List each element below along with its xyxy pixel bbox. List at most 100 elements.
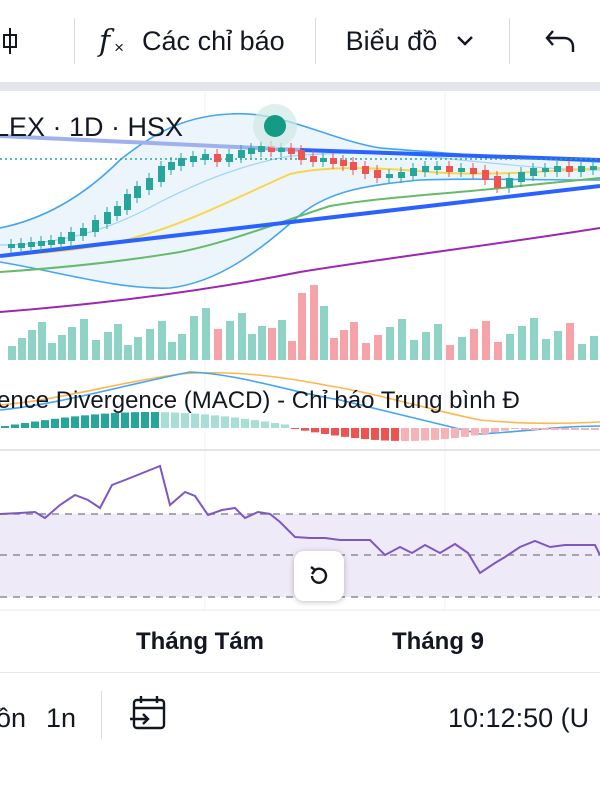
- macd-signal-line: [0, 371, 600, 425]
- volume-bar: [446, 345, 454, 360]
- price-chart[interactable]: LEX · 1D · HSX ence Divergence (MACD) - …: [0, 91, 600, 661]
- candlesticks: [8, 141, 597, 253]
- macd-histogram-bar: [421, 428, 429, 441]
- macd-histogram-bar: [221, 416, 229, 428]
- candle: [288, 148, 295, 154]
- x-axis-label-august: Tháng Tám: [136, 628, 265, 655]
- macd-histogram-bar: [541, 428, 549, 430]
- macd-histogram-bar: [11, 424, 19, 428]
- volume-bar: [124, 345, 132, 360]
- candle: [214, 154, 221, 162]
- macd-histogram-bar: [581, 428, 589, 430]
- macd-histogram-bar: [551, 428, 559, 430]
- candles-icon[interactable]: [0, 0, 24, 82]
- candle: [530, 168, 537, 176]
- macd-histogram-bar: [251, 420, 259, 428]
- volume-bar: [482, 321, 490, 360]
- range-button-partial[interactable]: ồn: [0, 702, 27, 733]
- volume-bar: [542, 339, 550, 360]
- candle: [28, 242, 35, 247]
- volume-bar: [80, 319, 88, 360]
- candle: [330, 158, 337, 164]
- reset-icon: [310, 566, 328, 584]
- candle: [202, 154, 209, 160]
- x-axis-label-september: Tháng 9: [392, 628, 485, 655]
- candle: [458, 168, 465, 172]
- toolbar-separator-band: [0, 82, 600, 91]
- macd-histogram-bar: [231, 417, 239, 428]
- volume-bar: [398, 319, 406, 360]
- candle: [398, 172, 405, 178]
- ma-green: [0, 177, 600, 273]
- candle: [310, 156, 317, 162]
- macd-histogram-bar: [281, 424, 289, 428]
- macd-histogram-bar: [381, 428, 389, 441]
- range-button-1y[interactable]: 1n: [46, 702, 77, 733]
- candle: [566, 166, 573, 172]
- toolbar-divider: [74, 18, 75, 64]
- candle: [362, 166, 369, 174]
- candle: [386, 174, 393, 178]
- macd-histogram-bar: [561, 428, 569, 430]
- volume-bar: [288, 341, 296, 360]
- volume-bar: [590, 336, 598, 360]
- trendline-upper-faded: [0, 134, 301, 152]
- candle: [278, 148, 285, 152]
- volume-bar: [422, 332, 430, 360]
- bollinger-middle: [0, 152, 600, 246]
- volume-bar: [506, 334, 514, 360]
- candle: [374, 170, 381, 178]
- candle: [80, 228, 87, 236]
- macd-histogram-bar: [521, 428, 529, 430]
- undo-icon: [545, 30, 575, 52]
- macd-histogram-bar: [181, 412, 189, 428]
- macd-histogram-bar: [91, 414, 99, 428]
- volume-bar: [458, 337, 466, 360]
- macd-histogram-bar: [361, 428, 369, 440]
- volume-bar: [554, 331, 562, 360]
- volume-bar: [134, 337, 142, 360]
- date-range-button[interactable]: [128, 693, 170, 742]
- macd-histogram-bar: [401, 428, 409, 441]
- function-x-icon: ×: [114, 38, 125, 57]
- volume-bar: [386, 327, 394, 360]
- candle: [470, 168, 477, 174]
- selected-point[interactable]: [264, 115, 286, 137]
- toolbar-divider: [314, 18, 316, 64]
- macd-histogram-bar: [371, 428, 379, 440]
- macd-histogram-bar: [51, 418, 59, 428]
- macd-histogram-bar: [261, 421, 269, 428]
- undo-button[interactable]: [510, 0, 576, 82]
- macd-histogram-bar: [211, 415, 219, 428]
- volume-bar: [58, 335, 66, 360]
- macd-histogram-bar: [501, 428, 509, 431]
- indicators-button[interactable]: f × Các chỉ báo: [75, 0, 315, 82]
- volume-bar: [362, 343, 370, 360]
- reset-chart-button[interactable]: [294, 551, 344, 601]
- candle: [190, 156, 197, 162]
- macd-histogram-bar: [21, 422, 29, 428]
- macd-histogram-bar: [531, 428, 539, 430]
- chart-type-button[interactable]: Biểu đồ: [316, 0, 510, 82]
- volume-bar: [114, 324, 122, 360]
- macd-histogram-bar: [101, 413, 109, 428]
- volume-bar: [566, 323, 574, 360]
- clock-timezone[interactable]: 10:12:50 (U: [448, 702, 590, 733]
- volume-bar: [530, 318, 538, 360]
- macd-histogram-bar: [161, 412, 169, 428]
- macd-histogram-bar: [451, 428, 459, 439]
- bollinger-band-fill: [0, 113, 600, 289]
- candle: [92, 220, 99, 232]
- candle: [340, 160, 347, 166]
- macd-histogram: [1, 412, 599, 441]
- macd-histogram-bar: [591, 428, 599, 430]
- candle: [410, 168, 417, 176]
- macd-line: [0, 371, 600, 435]
- macd-histogram-bar: [31, 421, 39, 428]
- bottom-divider: [101, 691, 102, 739]
- macd-histogram-bar: [111, 412, 119, 428]
- volume-bar: [268, 328, 276, 360]
- volume-bar: [298, 293, 306, 360]
- macd-histogram-bar: [61, 417, 69, 428]
- toolbar-divider: [509, 18, 511, 64]
